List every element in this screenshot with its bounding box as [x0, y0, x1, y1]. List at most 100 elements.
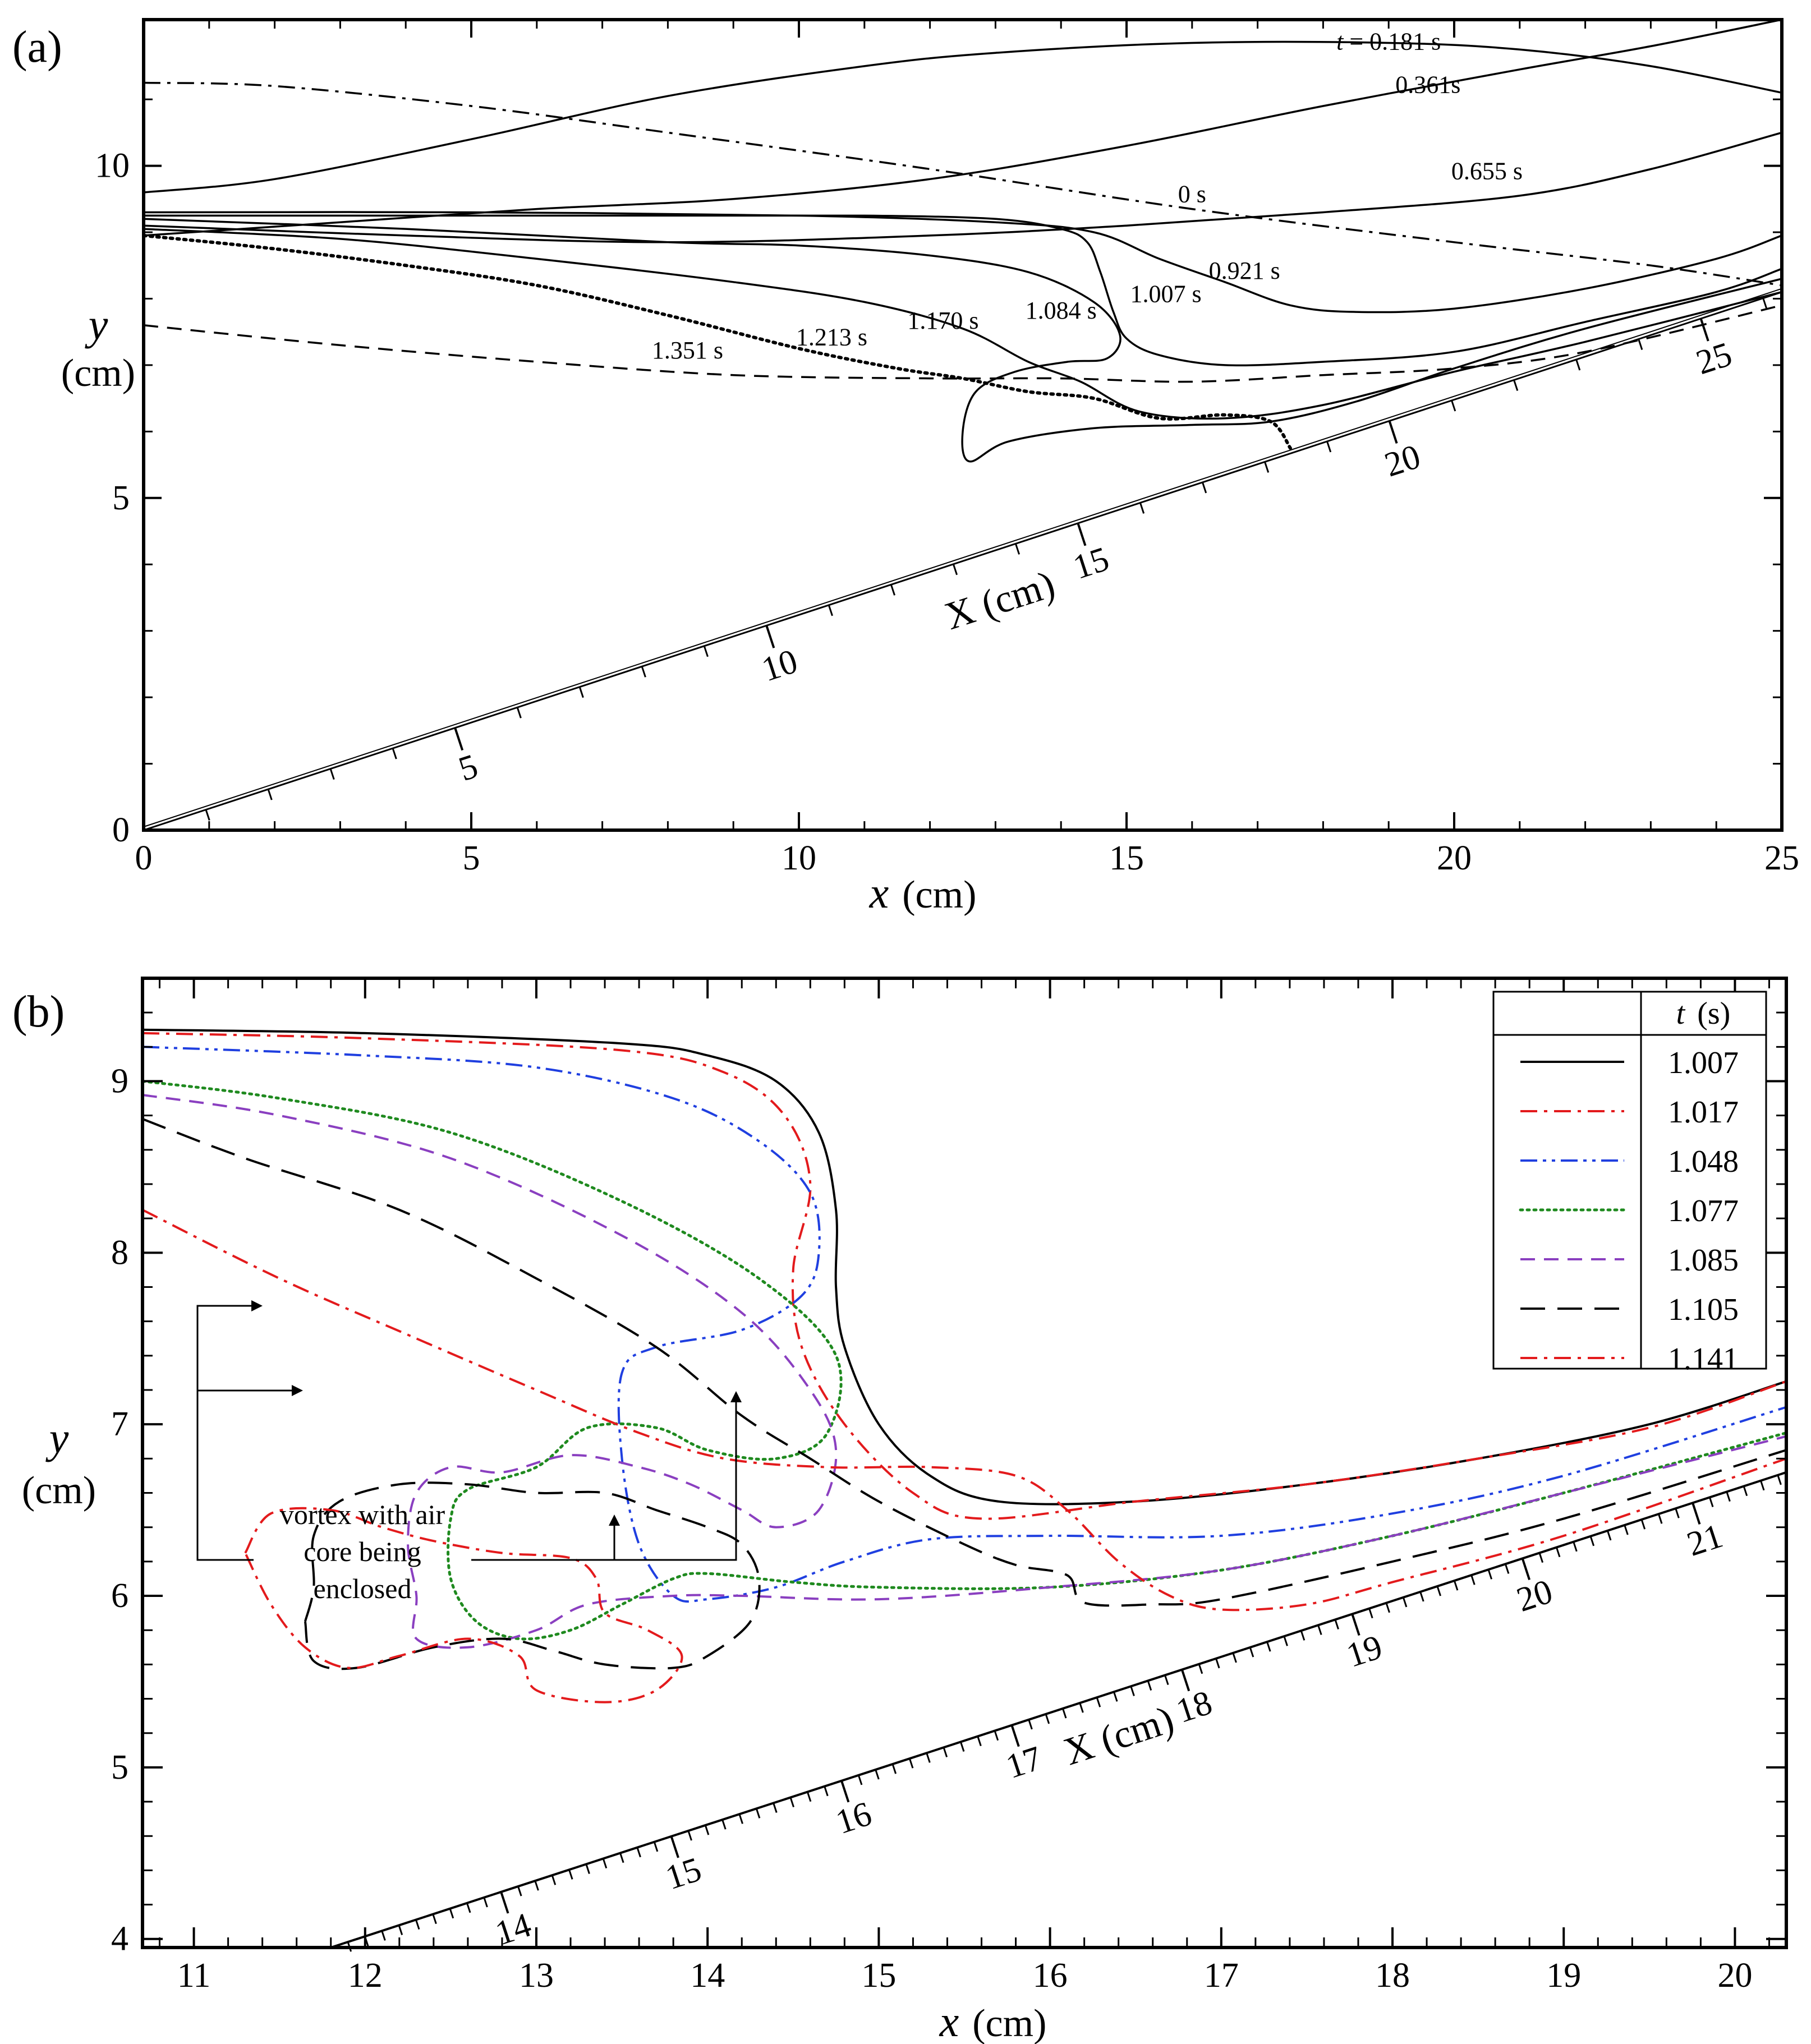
- panel-a-series-line: [143, 218, 1782, 463]
- panel-b-y-symbol: y: [45, 1414, 69, 1462]
- panel-b-slope-major-tick: [1521, 1558, 1531, 1581]
- panel-a-curve-label: 0 s: [1178, 181, 1206, 208]
- legend-header-symbol: t: [1676, 996, 1686, 1031]
- vortex-annotation: vortex with air core being enclosed: [196, 1300, 742, 1604]
- panel-a-curve-label: 0.361s: [1395, 71, 1460, 98]
- panel-b-series-line: [142, 1209, 1787, 1612]
- panel-a-slope-minor-tick: [1202, 482, 1207, 494]
- panel-a-series-line: [143, 211, 1782, 314]
- panel-b-y-tick-label: 6: [111, 1577, 128, 1615]
- panel-b-slope-tick-label: 20: [1512, 1572, 1557, 1619]
- panel-b-slope-minor-tick: [721, 1819, 727, 1830]
- panel-a-slope-tick-label: 20: [1380, 438, 1425, 485]
- panel-b-slope-minor-tick: [1402, 1597, 1408, 1608]
- panel-b-slope-minor-tick: [1709, 1497, 1714, 1507]
- panel-a-x-unit: (cm): [902, 873, 976, 917]
- annotation-line-3: enclosed: [314, 1573, 412, 1604]
- panel-b-slope-minor-tick: [1062, 1708, 1067, 1719]
- annotation-line-2: core being: [304, 1536, 421, 1567]
- panel-a-slope-tick-label: 25: [1692, 335, 1736, 382]
- panel-b-slope-axis-label: X (cm): [1059, 1698, 1179, 1774]
- legend-entries: 1.007 1.017 1.048 1.077 1.085 1.105 1.141: [1519, 1046, 1739, 1377]
- panel-b-slope-major-tick: [1180, 1669, 1191, 1692]
- panel-b-slope-minor-tick: [926, 1752, 931, 1763]
- annotation-arrowhead: [730, 1391, 742, 1402]
- panel-a-slope-bed: [143, 288, 1782, 827]
- panel-b-slope-minor-tick: [687, 1830, 692, 1841]
- panel-b-slope-minor-tick: [1589, 1536, 1595, 1546]
- panel-a-slope-group: 5 10 15 20 25 X (cm): [143, 288, 1782, 831]
- panel-a-slope-minor-tick: [329, 768, 335, 780]
- panel-b-slope-group: 14 15 16 17 18 19 20 21 X (cm): [330, 1471, 1787, 1953]
- panel-b-slope-minor-tick: [1028, 1719, 1033, 1730]
- panel-b-slope-minor-tick: [398, 1925, 403, 1935]
- panel-a-slope-minor-tick: [1451, 400, 1456, 412]
- panel-b-slope-minor-tick: [1555, 1547, 1561, 1558]
- annotation-arrowhead: [251, 1300, 263, 1311]
- panel-a-slope-minor-tick: [1575, 359, 1581, 371]
- panel-b-slope-minor-tick: [1249, 1647, 1254, 1658]
- panel-a-series-line: [143, 81, 1782, 287]
- panel-a-label: (a): [12, 22, 62, 72]
- panel-a-slope-major-tick: [765, 625, 775, 648]
- panel-b-slope-minor-tick: [534, 1880, 539, 1891]
- panel-b-slope-minor-tick: [1487, 1569, 1493, 1580]
- panel-a-slope-major-tick: [1388, 420, 1398, 444]
- panel-a-slope-minor-tick: [1762, 298, 1768, 310]
- panel-b-x-symbol: x: [939, 1997, 959, 2044]
- panel-b-slope-minor-tick: [1504, 1563, 1510, 1574]
- legend-header-unit: (s): [1697, 996, 1730, 1031]
- panel-a-slope-major-tick: [454, 727, 464, 751]
- panel-b-x-tick-label: 14: [690, 1956, 725, 1995]
- panel-a-slope-minor-tick: [578, 687, 584, 698]
- panel-b-slope-minor-tick: [1777, 1475, 1782, 1485]
- panel-b-slope-minor-tick: [653, 1842, 659, 1852]
- panel-b-slope-minor-tick: [1743, 1486, 1748, 1497]
- panel-a-curve-label: 1.007 s: [1130, 280, 1202, 307]
- panel-b-slope-minor-tick: [806, 1792, 812, 1802]
- panel-a-frame: [142, 18, 1784, 832]
- panel-b-slope-minor-tick: [1385, 1603, 1390, 1613]
- panel-a-slope-minor-tick: [1014, 543, 1021, 555]
- panel-b-slope-tick-label: 21: [1683, 1517, 1727, 1564]
- panel-a-slope-minor-tick: [267, 789, 273, 800]
- panel-a-series-line: [143, 304, 1782, 383]
- panel-a-curve-label: 1.170 s: [907, 307, 978, 334]
- panel-a-slope-axis-label: X (cm): [940, 563, 1060, 638]
- panel-a-slope-tick-label: 5: [454, 747, 482, 789]
- panel-b-slope-minor-tick: [1453, 1580, 1459, 1591]
- panel-b-x-tick-label: 16: [1033, 1956, 1068, 1995]
- panel-b-slope-minor-tick: [1232, 1652, 1237, 1663]
- panel-a-slope-minor-tick: [1139, 502, 1145, 514]
- panel-b-slope-tick-label: 14: [491, 1906, 536, 1953]
- panel-b-y-tick-label: 5: [111, 1748, 128, 1787]
- panel-a-slope-bed: [143, 291, 1782, 831]
- panel-b-x-tick-label: 20: [1717, 1956, 1752, 1995]
- panel-b-slope-minor-tick: [483, 1897, 488, 1908]
- panel-a-y-symbol: y: [85, 300, 108, 349]
- panel-a-x-tick-label: 20: [1437, 839, 1472, 877]
- panel-b-series-line: [142, 1032, 1787, 1520]
- panel-a-y-tick-label: 5: [112, 479, 130, 517]
- panel-b-slope-minor-tick: [824, 1786, 829, 1797]
- panel-a-curve-labels: t = 0.181 s 0.361s 0.655 s 0 s 0.921 s 1.007 …: [652, 27, 1523, 364]
- legend-label: 1.017: [1668, 1095, 1739, 1130]
- panel-b-slope-minor-tick: [1624, 1525, 1629, 1535]
- panel-b-slope-minor-tick: [636, 1847, 641, 1858]
- panel-b-slope-minor-tick: [1419, 1591, 1424, 1602]
- panel-b-slope-tick-label: 19: [1342, 1628, 1387, 1675]
- panel-b-slope-minor-tick: [1368, 1608, 1373, 1619]
- legend-label: 1.085: [1668, 1243, 1739, 1278]
- legend: t (s) 1.007 1.017 1.048 1.077 1.085 1.105 1.14…: [1492, 991, 1767, 1377]
- panel-a-curves: [142, 19, 1782, 463]
- panel-b-slope-minor-tick: [1096, 1697, 1101, 1707]
- panel-a-slope-minor-tick: [1638, 339, 1643, 350]
- panel-b-slope-minor-tick: [449, 1908, 454, 1919]
- panel-b-slope-minor-tick: [1198, 1664, 1203, 1674]
- panel-a-slope-minor-tick: [392, 748, 397, 759]
- panel-a-curve-label: 1.351 s: [652, 337, 723, 364]
- legend-label: 1.048: [1668, 1144, 1739, 1179]
- panel-b-slope-minor-tick: [1334, 1619, 1339, 1629]
- panel-b-slope-minor-tick: [1164, 1675, 1169, 1686]
